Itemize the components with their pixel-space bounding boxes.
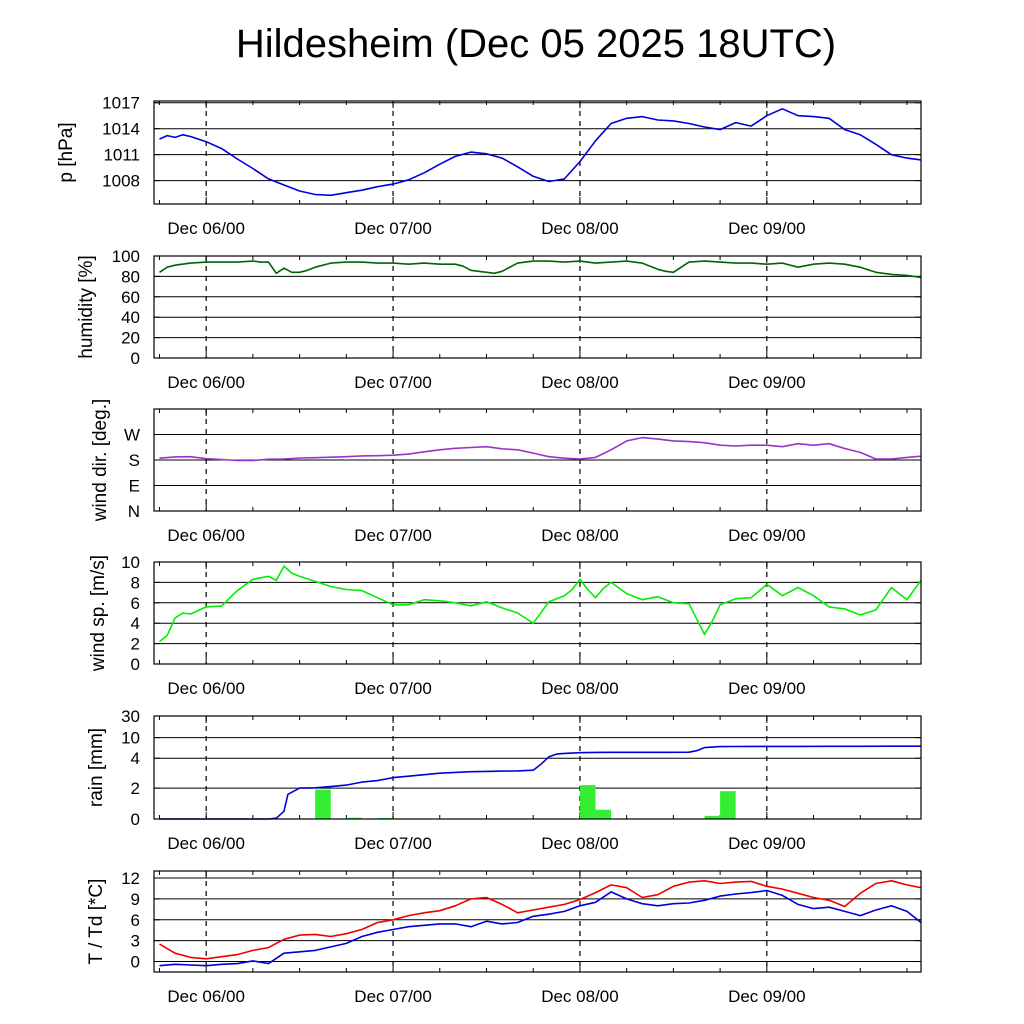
- ytick-label: 60: [121, 288, 140, 307]
- xtick-label: Dec 07/00: [354, 219, 432, 238]
- rain-bar: [579, 785, 596, 819]
- ytick-label: 10: [121, 553, 140, 572]
- xtick-label: Dec 07/00: [354, 526, 432, 545]
- xtick-label: Dec 08/00: [541, 526, 619, 545]
- ytick-label: 4: [131, 614, 140, 633]
- xtick-label: Dec 08/00: [541, 834, 619, 853]
- panel-rain: 0 2 410 30 Dec 06/00 Dec 07/00 Dec 08/00 Dec 09…: [86, 707, 922, 853]
- xtick-label: Dec 08/00: [541, 679, 619, 698]
- panel-pressure: 1008 1011 1014 1017 Dec 06/00 Dec 07/00 Dec 08…: [56, 94, 922, 238]
- ytick-label: 0: [131, 655, 140, 674]
- ytick-label: 1008: [102, 172, 140, 191]
- xtick-label: Dec 08/00: [541, 219, 619, 238]
- ytick-label: 0: [131, 953, 140, 972]
- xtick-label: Dec 06/00: [167, 526, 245, 545]
- chart-title: Hildesheim (Dec 05 2025 18UTC): [235, 22, 837, 66]
- series-line-rain-accumulated-rain: [159, 745, 921, 820]
- ytick-label: 30: [121, 707, 140, 726]
- ytick-label: 80: [121, 267, 140, 286]
- series-line-temperature-t: [159, 879, 922, 960]
- plot-frame: [153, 870, 922, 973]
- xtick-label: Dec 07/00: [354, 987, 432, 1006]
- xtick-label: Dec 09/00: [728, 987, 806, 1006]
- ytick-label: W: [124, 426, 140, 445]
- xtick-label: Dec 07/00: [354, 373, 432, 392]
- y-axis-label: humidity [%]: [76, 255, 97, 358]
- plot-frame: [153, 561, 922, 665]
- ytick-label: S: [129, 451, 140, 470]
- ytick-label: 100: [112, 247, 140, 266]
- y-axis-label: rain [mm]: [86, 728, 107, 807]
- panel-temperature: 0 3 6 9 12 Dec 06/00 Dec 07/00 Dec 08/00 Dec 09/…: [86, 869, 922, 1006]
- xtick-label: Dec 06/00: [167, 987, 245, 1006]
- xtick-label: Dec 06/00: [167, 219, 245, 238]
- ytick-label: 0: [131, 810, 140, 829]
- ytick-label: 20: [121, 329, 140, 348]
- ytick-label: 10: [121, 729, 140, 748]
- ytick-label: 0: [131, 349, 140, 368]
- xtick-label: Dec 07/00: [354, 679, 432, 698]
- xtick-label: Dec 09/00: [728, 834, 806, 853]
- series-line-wind_dir-wind-direction: [159, 436, 922, 462]
- y-axis-label: wind sp. [m/s]: [88, 555, 109, 672]
- plot-frame: [153, 255, 922, 359]
- xtick-label: Dec 08/00: [541, 987, 619, 1006]
- ytick-label: N: [128, 502, 140, 521]
- xtick-label: Dec 08/00: [541, 373, 619, 392]
- ytick-label: 6: [131, 911, 140, 930]
- ytick-label: 8: [131, 573, 140, 592]
- y-axis-label: wind dir. [deg.]: [90, 399, 111, 523]
- xtick-label: Dec 09/00: [728, 526, 806, 545]
- ytick-label: 3: [131, 932, 140, 951]
- rain-bar: [720, 791, 736, 819]
- ytick-label: 1011: [103, 146, 140, 165]
- ytick-label: 12: [121, 869, 140, 888]
- rain-bar: [315, 789, 331, 819]
- y-axis-label: T / Td [*C]: [86, 879, 107, 965]
- series-line-wind_speed-wind-speed: [158, 565, 922, 643]
- ytick-label: 4: [131, 749, 140, 768]
- ytick-label: 2: [131, 779, 140, 798]
- series-line-temperature-td: [159, 889, 922, 967]
- ytick-label: 1014: [102, 120, 140, 139]
- xtick-label: Dec 06/00: [167, 373, 245, 392]
- plot-frame: [153, 100, 922, 205]
- plot-frame: [153, 715, 922, 820]
- ytick-label: 40: [121, 308, 140, 327]
- rain-bar: [704, 815, 721, 819]
- rain-bar: [595, 809, 612, 819]
- plot-frame: [153, 408, 922, 512]
- xtick-label: Dec 06/00: [167, 679, 245, 698]
- xtick-label: Dec 06/00: [167, 834, 245, 853]
- ytick-label: 1017: [102, 94, 140, 113]
- y-axis-label: p [hPa]: [56, 122, 77, 182]
- xtick-label: Dec 09/00: [728, 373, 806, 392]
- xtick-label: Dec 07/00: [354, 834, 432, 853]
- series-line-humidity-humidity: [159, 260, 922, 279]
- ytick-label: 9: [131, 890, 140, 909]
- ytick-label: 2: [131, 635, 140, 654]
- xtick-label: Dec 09/00: [728, 219, 806, 238]
- rain-bar: [346, 817, 362, 819]
- xtick-label: Dec 09/00: [728, 679, 806, 698]
- ytick-label: E: [129, 477, 140, 496]
- ytick-label: 6: [131, 594, 140, 613]
- panel-wind_speed: 02 46 810 Dec 06/00 Dec 07/00 Dec 08/00 Dec 09…: [88, 553, 922, 698]
- series-line-pressure-p: [159, 108, 922, 197]
